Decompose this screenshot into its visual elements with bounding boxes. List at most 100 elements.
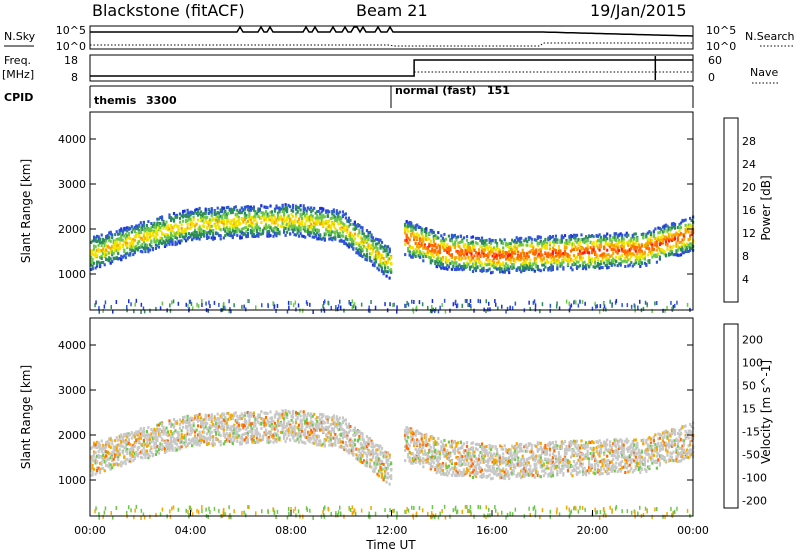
- data-cell: [615, 232, 618, 236]
- data-cell: [165, 243, 168, 247]
- data-cell: [117, 247, 120, 251]
- data-cell: [548, 237, 551, 241]
- data-cell: [206, 438, 209, 442]
- data-cell: [557, 246, 560, 250]
- data-cell: [663, 224, 666, 228]
- data-cell: [628, 252, 631, 255]
- data-cell: [361, 229, 364, 233]
- data-cell: [588, 257, 591, 261]
- data-cell: [215, 438, 218, 442]
- data-cell: [517, 250, 520, 254]
- data-cell: [185, 440, 188, 444]
- data-cell: [562, 252, 565, 255]
- data-cell: [417, 225, 420, 229]
- data-cell: [91, 473, 94, 477]
- data-cell: [646, 231, 649, 235]
- data-cell: [591, 247, 594, 251]
- data-cell: [249, 424, 252, 428]
- data-cell: [180, 433, 183, 437]
- data-cell: [163, 441, 167, 445]
- data-cell: [93, 453, 96, 457]
- data-cell: [209, 229, 212, 233]
- data-cell: [592, 245, 595, 249]
- data-cell: [130, 451, 133, 454]
- data-cell: [114, 249, 117, 252]
- data-cell: [150, 244, 153, 248]
- data-cell: [91, 463, 94, 467]
- data-cell: [96, 240, 99, 244]
- data-cell: [503, 270, 506, 274]
- data-cell: [458, 251, 461, 255]
- data-cell: [566, 241, 570, 245]
- data-cell: [634, 255, 637, 259]
- data-cell: [405, 240, 408, 244]
- data-cell: [480, 249, 484, 253]
- data-cell: [163, 235, 167, 239]
- data-cell: [203, 439, 206, 443]
- data-cell: [311, 208, 314, 212]
- data-cell: [423, 252, 426, 256]
- data-cell: [90, 461, 93, 465]
- data-cell: [491, 258, 494, 262]
- noise-strip: [89, 25, 694, 50]
- data-cell: [302, 225, 305, 229]
- data-cell: [129, 227, 132, 231]
- data-cell: [610, 239, 613, 243]
- data-cell: [182, 419, 185, 423]
- data-cell: [335, 305, 337, 310]
- data-cell: [249, 216, 252, 220]
- data-cell: [175, 430, 179, 434]
- data-cell: [171, 242, 174, 246]
- data-cell: [609, 238, 612, 242]
- data-cell: [431, 229, 434, 233]
- data-cell: [588, 265, 591, 269]
- data-cell: [621, 233, 624, 237]
- data-cell: [243, 218, 246, 221]
- data-cell: [157, 223, 160, 227]
- data-cell: [514, 249, 517, 253]
- data-cell: [571, 248, 574, 252]
- data-cell: [222, 236, 225, 240]
- data-cell: [459, 266, 462, 270]
- data-cell: [201, 232, 204, 236]
- data-cell: [135, 441, 138, 445]
- data-cell: [365, 239, 369, 243]
- data-cell: [420, 231, 423, 235]
- data-cell: [432, 249, 435, 253]
- data-cell: [505, 266, 508, 270]
- data-cell: [254, 441, 257, 444]
- data-cell: [511, 255, 514, 259]
- data-cell: [455, 304, 458, 309]
- data-cell: [476, 266, 479, 270]
- data-cell: [446, 246, 449, 250]
- data-cell: [138, 234, 141, 237]
- data-cell: [547, 251, 550, 255]
- data-cell: [219, 214, 222, 218]
- data-cell: [314, 216, 317, 220]
- data-cell: [509, 261, 512, 264]
- data-cell: [249, 422, 252, 426]
- data-cell: [417, 250, 420, 254]
- data-cell: [319, 216, 322, 220]
- data-cell: [517, 244, 520, 248]
- data-cell: [551, 240, 554, 244]
- data-cell: [124, 226, 127, 230]
- data-cell: [126, 251, 129, 255]
- data-cell: [293, 224, 296, 228]
- data-cell: [142, 232, 145, 236]
- data-cell: [450, 236, 453, 240]
- data-cell: [156, 445, 159, 449]
- data-cell: [462, 267, 466, 271]
- data-cell: [604, 239, 607, 243]
- data-cell: [257, 234, 260, 238]
- data-cell: [156, 450, 159, 454]
- data-cell: [115, 450, 118, 454]
- data-cell: [212, 229, 215, 232]
- data-cell: [477, 237, 481, 240]
- data-cell: [423, 237, 426, 240]
- data-cell: [535, 248, 538, 252]
- data-cell: [130, 240, 133, 244]
- data-cell: [435, 253, 438, 257]
- data-cell: [156, 423, 159, 427]
- data-cell: [251, 230, 254, 233]
